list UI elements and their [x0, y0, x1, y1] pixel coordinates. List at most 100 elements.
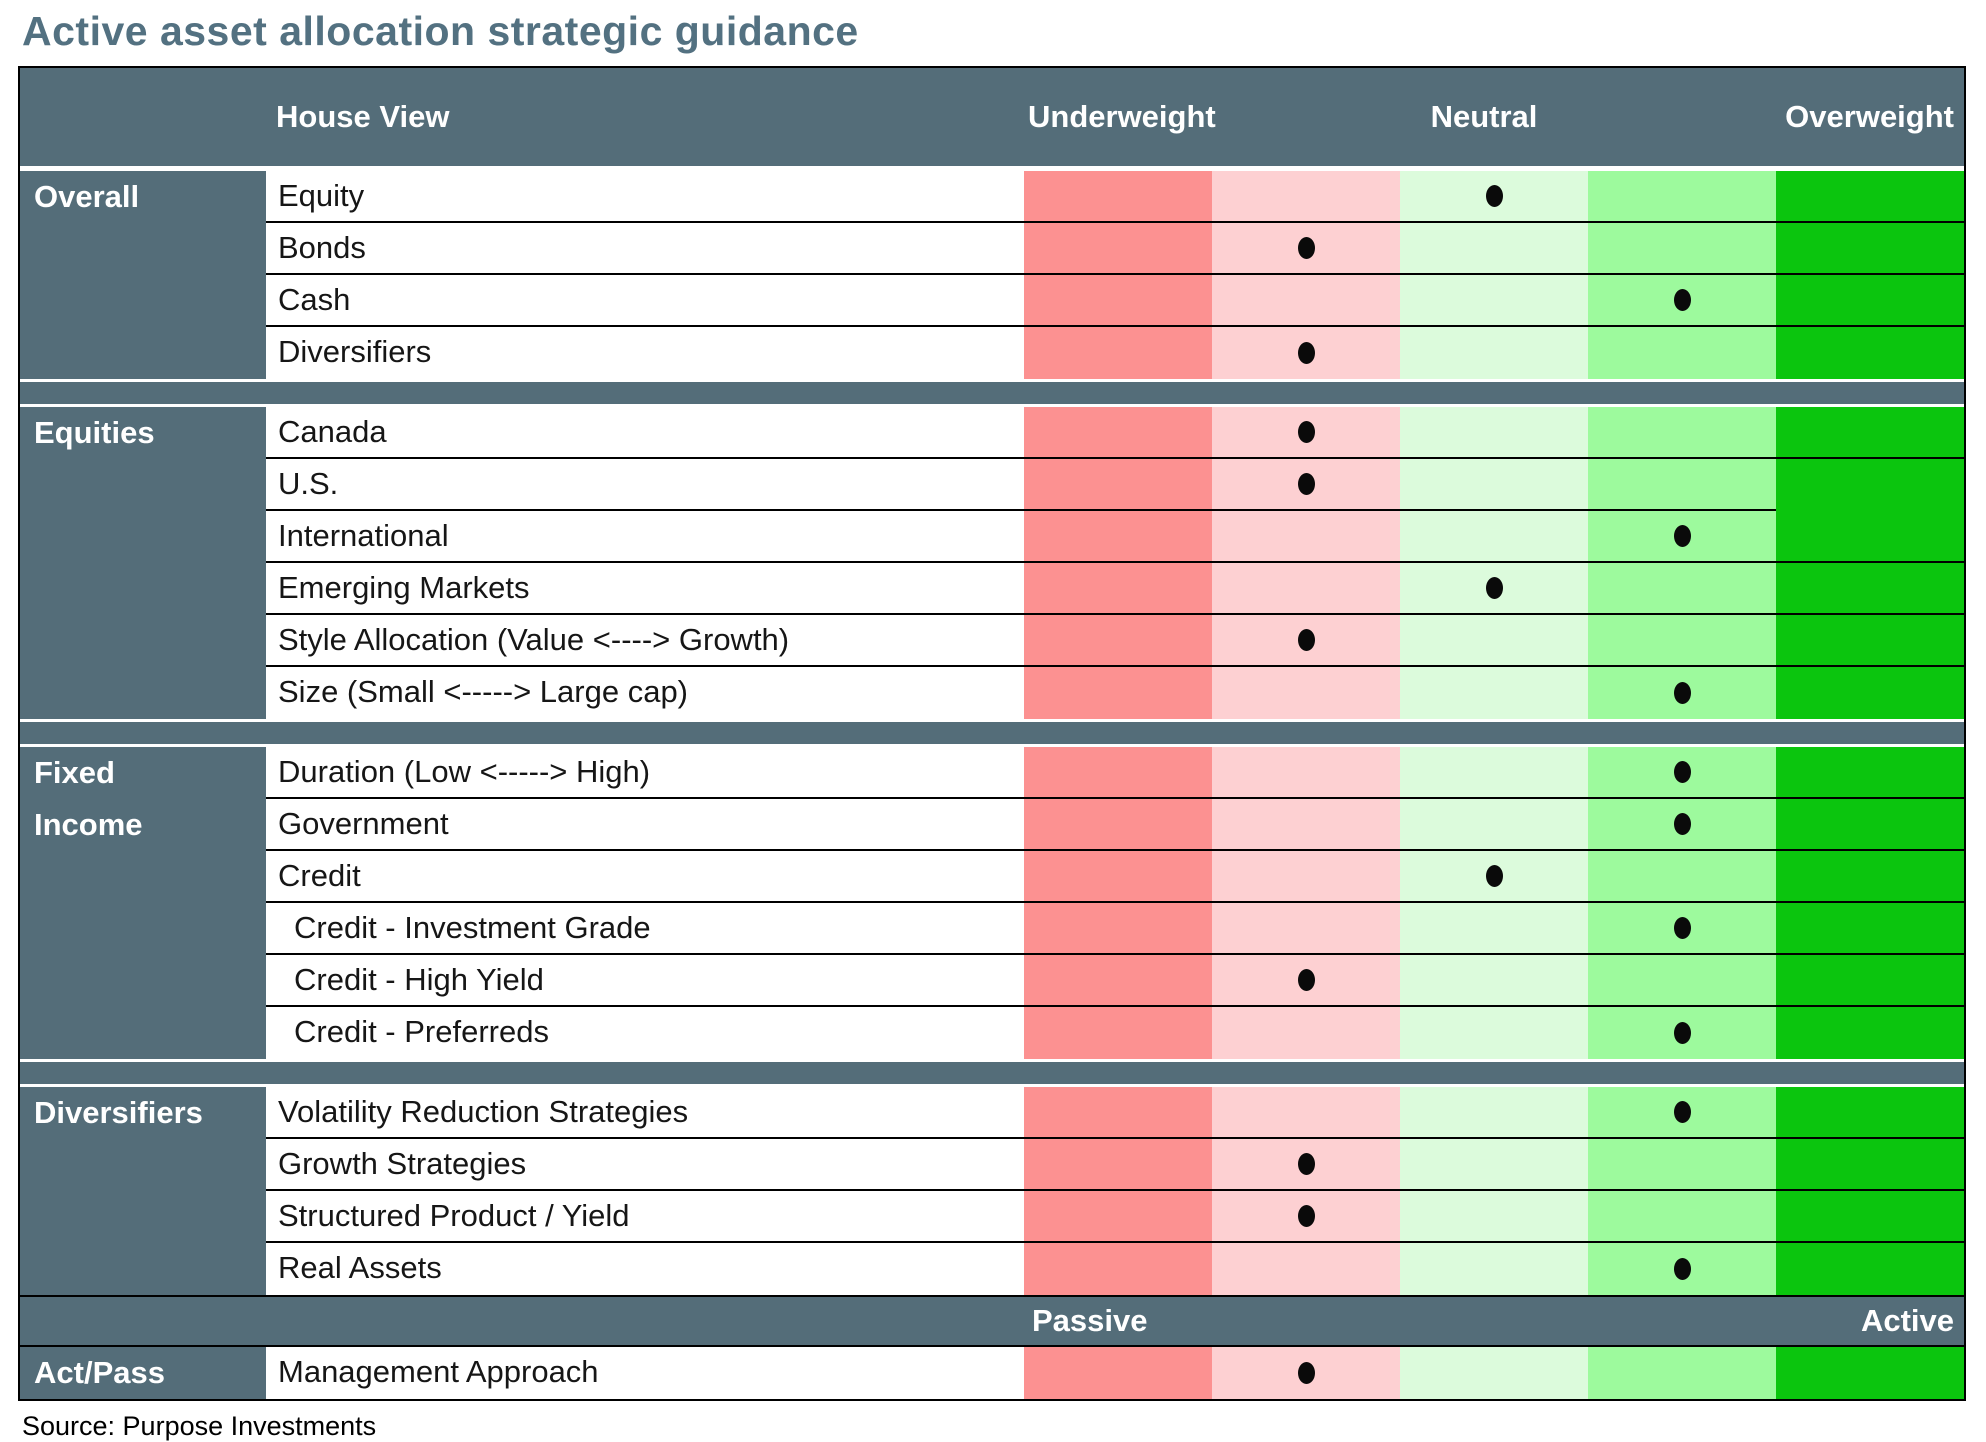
rating-cell-overweight	[1588, 1007, 1776, 1059]
rating-cell-strong-underweight	[1024, 275, 1212, 327]
rating-cell-neutral	[1400, 903, 1588, 955]
source-note: Source: Purpose Investments	[22, 1411, 377, 1441]
rating-cell-strong-underweight	[1024, 1007, 1212, 1059]
house-view-dot	[1673, 1258, 1691, 1280]
scale-label-active: Active	[1860, 1303, 1954, 1338]
rating-cell-strong-underweight	[1024, 851, 1212, 903]
rating-cell-strong-underweight	[1024, 615, 1212, 667]
section-label-line: Equities	[34, 415, 155, 450]
rating-cell-neutral	[1400, 1007, 1588, 1059]
rating-cell-overweight	[1588, 1139, 1776, 1191]
rating-cell-neutral	[1400, 511, 1588, 563]
rating-cell-underweight	[1212, 511, 1400, 563]
rating-cell-strong-overweight	[1776, 1139, 1964, 1191]
rating-cell-neutral	[1400, 799, 1588, 851]
rating-cell-overweight	[1588, 223, 1776, 275]
rating-cell-strong-overweight	[1776, 1243, 1964, 1295]
rating-cell-overweight	[1588, 851, 1776, 903]
table-header: House View Underweight Neutral Overweigh…	[20, 68, 1964, 166]
house-view-dot	[1297, 342, 1315, 364]
house-view-dot	[1485, 577, 1503, 599]
rating-cell-overweight	[1588, 171, 1776, 223]
rating-cell-strong-underweight	[1024, 407, 1212, 459]
rating-cell-strong-underweight	[1024, 1087, 1212, 1139]
rating-cell-strong-overweight	[1776, 1347, 1964, 1399]
house-view-dot	[1297, 421, 1315, 443]
rating-cell-neutral	[1400, 563, 1588, 615]
rating-cell-underweight	[1212, 407, 1400, 459]
rating-cell-strong-overweight	[1776, 275, 1964, 327]
rating-cell-strong-underweight	[1024, 955, 1212, 1007]
rating-cell-strong-overweight	[1776, 1191, 1964, 1243]
house-view-dot	[1297, 969, 1315, 991]
section-label: Act/Pass	[20, 1347, 266, 1399]
rating-cell-strong-underweight	[1024, 903, 1212, 955]
rating-cell-underweight	[1212, 275, 1400, 327]
rating-cell-strong-overweight	[1776, 615, 1964, 667]
rating-cell-underweight	[1212, 903, 1400, 955]
rating-cell-neutral	[1400, 327, 1588, 379]
rating-cell-neutral	[1400, 851, 1588, 903]
rating-cell-strong-overweight	[1776, 327, 1964, 379]
section-label: Diversifiers	[20, 1087, 266, 1295]
rating-cell-neutral	[1400, 171, 1588, 223]
house-view-dot	[1297, 1362, 1315, 1384]
row-label: Cash	[266, 275, 1024, 327]
house-view-dot	[1673, 761, 1691, 783]
rating-cell-neutral	[1400, 407, 1588, 459]
rating-cell-overweight	[1588, 667, 1776, 719]
rating-cell-underweight	[1212, 171, 1400, 223]
rating-cell-strong-overweight	[1776, 171, 1964, 223]
rating-cell-underweight	[1212, 1347, 1400, 1399]
rating-cell-strong-overweight	[1776, 1087, 1964, 1139]
house-view-dot	[1485, 865, 1503, 887]
rating-cell-overweight	[1588, 1191, 1776, 1243]
rating-cell-strong-underweight	[1024, 747, 1212, 799]
section-label-line: Diversifiers	[34, 1095, 203, 1130]
house-view-dot	[1297, 1153, 1315, 1175]
house-view-dot	[1673, 682, 1691, 704]
rating-cell-overweight	[1588, 1347, 1776, 1399]
row-label: Credit - Investment Grade	[266, 903, 1024, 955]
rating-cell-strong-overweight	[1776, 955, 1964, 1007]
section-label: Equities	[20, 407, 266, 719]
passive-active-scale-band: Passive Active	[20, 1295, 1964, 1347]
row-label: Structured Product / Yield	[266, 1191, 1024, 1243]
rating-cell-strong-overweight	[1776, 747, 1964, 799]
rating-cell-strong-underweight	[1024, 327, 1212, 379]
page-title: Active asset allocation strategic guidan…	[22, 8, 859, 54]
section-label-line: Fixed	[34, 755, 115, 790]
column-header-underweight: Underweight	[1028, 99, 1216, 134]
rating-cell-neutral	[1400, 615, 1588, 667]
section-fixed-income: Fixed Income Duration (Low <-----> High) Go…	[20, 747, 1964, 1059]
rating-cell-strong-underweight	[1024, 563, 1212, 615]
column-header-overweight: Overweight	[1785, 99, 1954, 134]
section-separator	[20, 1059, 1964, 1087]
rating-cell-strong-overweight	[1776, 851, 1964, 903]
rating-cell-underweight	[1212, 799, 1400, 851]
rating-cell-overweight	[1588, 903, 1776, 955]
section-label: Overall	[20, 171, 266, 379]
section-separator	[20, 719, 1964, 747]
rating-cell-underweight	[1212, 1191, 1400, 1243]
rating-cell-strong-overweight	[1776, 903, 1964, 955]
section-equities: Equities Canada U.S. International Emerging …	[20, 407, 1964, 719]
section-label-line: Overall	[34, 179, 140, 214]
rating-cell-strong-overweight	[1776, 407, 1964, 459]
rating-cell-overweight	[1588, 327, 1776, 379]
rating-cell-neutral	[1400, 1087, 1588, 1139]
scale-label-passive: Passive	[1032, 1303, 1148, 1338]
rating-cell-overweight	[1588, 1087, 1776, 1139]
rating-cell-overweight	[1588, 407, 1776, 459]
rating-cell-underweight	[1212, 747, 1400, 799]
row-label: Credit - High Yield	[266, 955, 1024, 1007]
house-view-dot	[1673, 813, 1691, 835]
rating-cell-strong-underweight	[1024, 511, 1212, 563]
house-view-dot	[1673, 917, 1691, 939]
rating-cell-overweight	[1588, 615, 1776, 667]
rating-cell-underweight	[1212, 1007, 1400, 1059]
column-header-neutral: Neutral	[1430, 99, 1538, 134]
rating-cell-underweight	[1212, 1243, 1400, 1295]
column-header-house-view: House View	[276, 99, 450, 134]
allocation-table: House View Underweight Neutral Overweigh…	[18, 66, 1966, 1401]
